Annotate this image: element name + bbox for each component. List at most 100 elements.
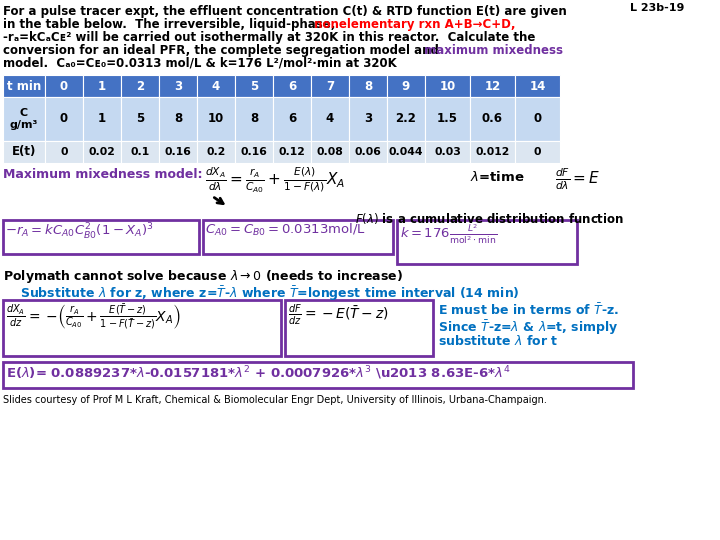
FancyBboxPatch shape: [311, 141, 349, 163]
Text: Substitute $\lambda$ for z, where z=$\bar{T}$-$\lambda$ where $\bar{T}$=longest : Substitute $\lambda$ for z, where z=$\ba…: [20, 284, 520, 302]
Text: in the table below.  The irreversible, liquid-phase,: in the table below. The irreversible, li…: [3, 18, 336, 31]
Text: 0.2: 0.2: [207, 147, 225, 157]
FancyBboxPatch shape: [349, 75, 387, 97]
Text: C
g/m³: C g/m³: [10, 108, 38, 130]
FancyBboxPatch shape: [387, 141, 425, 163]
Text: 5: 5: [136, 112, 144, 125]
Text: 12: 12: [485, 79, 500, 92]
Text: conversion for an ideal PFR, the complete segregation model and: conversion for an ideal PFR, the complet…: [3, 44, 439, 57]
FancyBboxPatch shape: [235, 141, 273, 163]
Text: $k = 176\frac{L^2}{\mathrm{mol}^2 \cdot \mathrm{min}}$: $k = 176\frac{L^2}{\mathrm{mol}^2 \cdot …: [400, 222, 497, 246]
FancyBboxPatch shape: [197, 141, 235, 163]
FancyBboxPatch shape: [349, 141, 387, 163]
Text: $F(\lambda)$ is a cumulative distribution function: $F(\lambda)$ is a cumulative distributio…: [355, 211, 624, 226]
Text: 0.044: 0.044: [389, 147, 423, 157]
Text: 0.03: 0.03: [434, 147, 461, 157]
Text: 0.16: 0.16: [165, 147, 192, 157]
FancyBboxPatch shape: [235, 97, 273, 141]
FancyBboxPatch shape: [273, 75, 311, 97]
Text: substitute $\lambda$ for t: substitute $\lambda$ for t: [438, 334, 559, 348]
Text: 4: 4: [326, 112, 334, 125]
Text: Polymath cannot solve because $\lambda\rightarrow 0$ (needs to increase): Polymath cannot solve because $\lambda\r…: [3, 268, 402, 285]
FancyBboxPatch shape: [425, 75, 470, 97]
FancyBboxPatch shape: [3, 300, 281, 356]
FancyBboxPatch shape: [515, 97, 560, 141]
Text: Slides courtesy of Prof M L Kraft, Chemical & Biomolecular Engr Dept, University: Slides courtesy of Prof M L Kraft, Chemi…: [3, 395, 547, 405]
Text: L 23b-19: L 23b-19: [630, 3, 685, 13]
Text: model.  Cₐ₀=Cᴇ₀=0.0313 mol/L & k=176 L²/mol²·min at 320K: model. Cₐ₀=Cᴇ₀=0.0313 mol/L & k=176 L²/m…: [3, 57, 397, 70]
Text: $C_{A0} = C_{B0} = 0.0313\mathrm{mol/L}$: $C_{A0} = C_{B0} = 0.0313\mathrm{mol/L}$: [205, 222, 366, 238]
Text: $-r_A = kC_{A0}C_{B0}^2(1-X_A)^3$: $-r_A = kC_{A0}C_{B0}^2(1-X_A)^3$: [5, 222, 154, 242]
Text: 9: 9: [402, 79, 410, 92]
FancyBboxPatch shape: [273, 141, 311, 163]
Text: Maximum mixedness model:: Maximum mixedness model:: [3, 168, 202, 181]
FancyBboxPatch shape: [387, 75, 425, 97]
Text: 0.6: 0.6: [482, 112, 503, 125]
Text: 4: 4: [212, 79, 220, 92]
Text: E($\lambda$)= 0.0889237*$\lambda$-0.0157181*$\lambda^2$ + 0.0007926*$\lambda^3$ : E($\lambda$)= 0.0889237*$\lambda$-0.0157…: [6, 364, 510, 382]
Text: E must be in terms of $\bar{T}$-z.: E must be in terms of $\bar{T}$-z.: [438, 302, 619, 318]
FancyBboxPatch shape: [203, 220, 393, 254]
FancyBboxPatch shape: [387, 97, 425, 141]
FancyBboxPatch shape: [273, 97, 311, 141]
Text: 0.16: 0.16: [240, 147, 267, 157]
Text: t min: t min: [7, 79, 41, 92]
Text: $\frac{dF}{dz} = -E(\bar{T}-z)$: $\frac{dF}{dz} = -E(\bar{T}-z)$: [288, 303, 389, 327]
Text: 0.02: 0.02: [89, 147, 115, 157]
FancyBboxPatch shape: [3, 362, 633, 388]
Text: 0: 0: [534, 112, 541, 125]
FancyBboxPatch shape: [285, 300, 433, 356]
FancyBboxPatch shape: [470, 75, 515, 97]
Text: 14: 14: [529, 79, 546, 92]
FancyBboxPatch shape: [121, 141, 159, 163]
Text: 0.12: 0.12: [279, 147, 305, 157]
Text: 2.2: 2.2: [395, 112, 416, 125]
FancyBboxPatch shape: [45, 141, 83, 163]
FancyBboxPatch shape: [159, 75, 197, 97]
Text: 0: 0: [60, 79, 68, 92]
FancyBboxPatch shape: [515, 141, 560, 163]
Text: 0.06: 0.06: [354, 147, 382, 157]
Text: $\frac{dX_A}{dz} = -\!\left(\frac{r_A}{C_{A0}} + \frac{E(\bar{T}-z)}{1-F(\bar{T}: $\frac{dX_A}{dz} = -\!\left(\frac{r_A}{C…: [6, 303, 181, 333]
FancyBboxPatch shape: [121, 97, 159, 141]
FancyBboxPatch shape: [83, 97, 121, 141]
Text: 0: 0: [60, 147, 68, 157]
Text: 10: 10: [439, 79, 456, 92]
Text: 1.5: 1.5: [437, 112, 458, 125]
Text: 6: 6: [288, 112, 296, 125]
Text: E(t): E(t): [12, 145, 36, 159]
Text: 3: 3: [364, 112, 372, 125]
Text: maximum mixedness: maximum mixedness: [420, 44, 563, 57]
Text: 10: 10: [208, 112, 224, 125]
Text: 0: 0: [60, 112, 68, 125]
FancyBboxPatch shape: [349, 97, 387, 141]
Text: 0.08: 0.08: [317, 147, 343, 157]
FancyBboxPatch shape: [311, 75, 349, 97]
Text: $\frac{dF}{d\lambda}=E$: $\frac{dF}{d\lambda}=E$: [555, 166, 600, 192]
FancyBboxPatch shape: [311, 97, 349, 141]
Text: 8: 8: [250, 112, 258, 125]
FancyBboxPatch shape: [425, 141, 470, 163]
Text: 0.1: 0.1: [130, 147, 150, 157]
Text: $\lambda$=time: $\lambda$=time: [470, 170, 525, 184]
Text: 8: 8: [174, 112, 182, 125]
FancyBboxPatch shape: [425, 97, 470, 141]
Text: For a pulse tracer expt, the effluent concentration C(t) & RTD function E(t) are: For a pulse tracer expt, the effluent co…: [3, 5, 567, 18]
FancyBboxPatch shape: [159, 97, 197, 141]
FancyBboxPatch shape: [121, 75, 159, 97]
FancyBboxPatch shape: [470, 141, 515, 163]
FancyBboxPatch shape: [397, 220, 577, 264]
FancyBboxPatch shape: [45, 97, 83, 141]
Text: Since $\bar{T}$-z=$\lambda$ & $\lambda$=t, simply: Since $\bar{T}$-z=$\lambda$ & $\lambda$=…: [438, 318, 619, 336]
Text: -rₐ=kCₐCᴇ² will be carried out isothermally at 320K in this reactor.  Calculate : -rₐ=kCₐCᴇ² will be carried out isotherma…: [3, 31, 536, 44]
FancyBboxPatch shape: [3, 141, 45, 163]
FancyBboxPatch shape: [83, 75, 121, 97]
Text: 7: 7: [326, 79, 334, 92]
FancyBboxPatch shape: [159, 141, 197, 163]
Text: 1: 1: [98, 112, 106, 125]
FancyBboxPatch shape: [235, 75, 273, 97]
FancyBboxPatch shape: [515, 75, 560, 97]
Text: 2: 2: [136, 79, 144, 92]
FancyBboxPatch shape: [197, 75, 235, 97]
Text: 6: 6: [288, 79, 296, 92]
